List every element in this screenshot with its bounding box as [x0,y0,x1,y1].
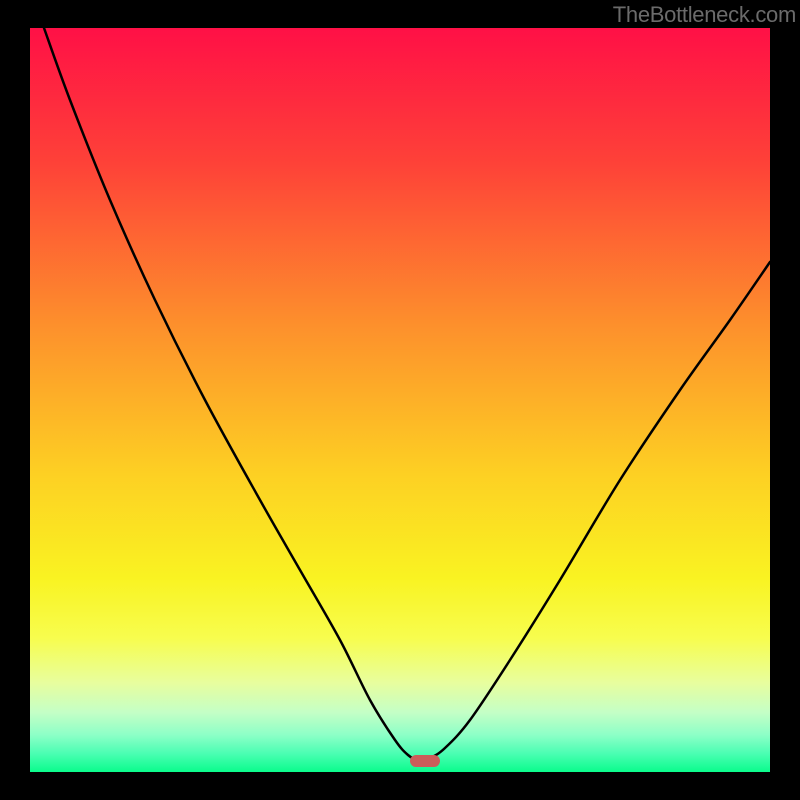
watermark-text: TheBottleneck.com [613,2,796,28]
minimum-marker [410,755,440,767]
bottleneck-chart [0,0,800,800]
plot-background [30,28,770,772]
chart-stage: TheBottleneck.com [0,0,800,800]
